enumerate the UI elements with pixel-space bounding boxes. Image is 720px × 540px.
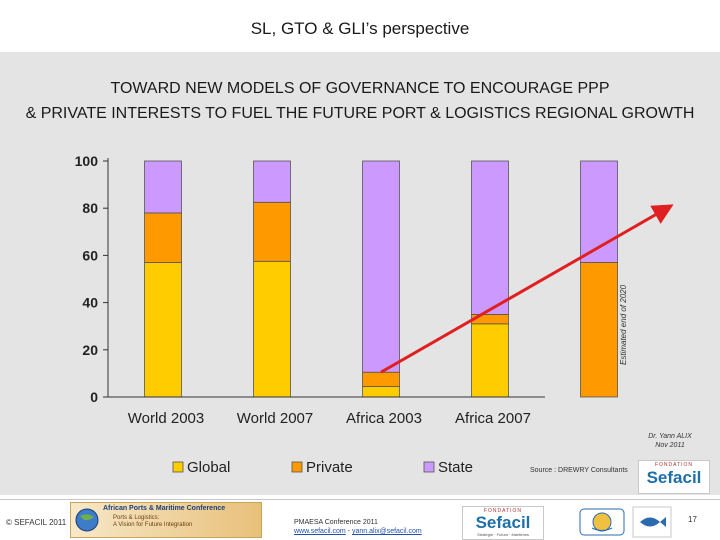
bar-segment-global [144, 262, 182, 398]
y-tick-label: 0 [90, 389, 98, 405]
legend-label-state: State [438, 459, 473, 476]
y-tick-label: 60 [82, 247, 98, 263]
footer-divider [0, 499, 720, 500]
website-link[interactable]: www.sefacil.com [294, 528, 346, 535]
bar-segment-state [471, 160, 509, 315]
estimate-label: Estimated end of 2020 [619, 284, 628, 365]
link-separator: - [345, 528, 352, 535]
author-credit: Dr. Yann ALIX Nov 2011 [640, 432, 700, 450]
copyright: © SEFACIL 2011 [6, 518, 67, 527]
sefacil-logo-footer: FONDATION Sefacil Stratégie · Futurs · M… [462, 506, 544, 540]
bar-segment-private [144, 212, 182, 263]
bar-segment-global [471, 323, 509, 398]
logo-top-text: FONDATION [654, 462, 694, 468]
bar-segment-private [362, 371, 400, 387]
bar-segment-private [253, 201, 291, 262]
globe-icon [75, 508, 99, 532]
slide-title: SL, GTO & GLI’s perspective [250, 19, 470, 38]
event-info: PMAESA Conference 2011 www.sefacil.com -… [294, 518, 422, 536]
legend-label-private: Private [306, 459, 353, 476]
bar-segment-state [144, 160, 182, 214]
footer-logo-top-text: FONDATION [483, 508, 523, 514]
y-tick-label: 40 [82, 295, 98, 311]
event-links: www.sefacil.com - yann.alix@sefacil.com [294, 527, 422, 536]
x-tick-label: World 2007 [237, 410, 313, 427]
y-tick-label: 80 [82, 200, 98, 216]
legend: Global Private State [172, 459, 473, 476]
headline: TOWARD NEW MODELS OF GOVERNANCE TO ENCOU… [0, 76, 720, 126]
conference-subtitle: Ports & Logistics: A Vision for Future I… [113, 515, 192, 529]
headline-line-1: TOWARD NEW MODELS OF GOVERNANCE TO ENCOU… [110, 80, 610, 97]
legend-label-global: Global [187, 459, 230, 476]
conference-sub-1: Ports & Logistics: [113, 515, 160, 521]
bar-segment-global [362, 385, 400, 398]
conference-title: African Ports & Maritime Conference [103, 505, 226, 512]
bar-segment-state [362, 160, 400, 373]
event-name: PMAESA Conference 2011 [294, 519, 378, 526]
bar-segment-private [580, 262, 618, 398]
footer-logo-tagline: Stratégie · Futurs · Maritimes [477, 532, 529, 537]
y-axis: 0 20 40 60 80 100 [75, 153, 109, 405]
credit-name: Dr. Yann ALIX [648, 433, 692, 440]
bars [144, 160, 618, 398]
fish-emblem-icon [632, 506, 672, 538]
legend-swatch-state [423, 461, 435, 473]
sefacil-logo-top: FONDATION Sefacil [638, 460, 710, 494]
footer-logo-name: Sefacil [475, 513, 531, 532]
email-link[interactable]: yann.alix@sefacil.com [351, 528, 422, 535]
headline-line-2: & PRIVATE INTERESTS TO FUEL THE FUTURE P… [25, 105, 695, 122]
port-authority-emblem-icon [579, 508, 625, 536]
page-number: 17 [688, 515, 697, 524]
logo-name: Sefacil [646, 468, 702, 487]
x-axis: World 2003 World 2007 Africa 2003 Africa 20… [108, 396, 545, 427]
credit-date: Nov 2011 [655, 442, 685, 449]
legend-swatch-global [172, 461, 184, 473]
y-tick-label: 20 [82, 342, 98, 358]
conference-sub-2: A Vision for Future Integration [113, 522, 193, 528]
y-tick-label: 100 [75, 153, 99, 169]
x-tick-label: Africa 2007 [455, 410, 531, 427]
x-tick-label: World 2003 [128, 410, 204, 427]
source-note: Source : DREWRY Consultants [530, 467, 628, 474]
bar-segment-state [253, 160, 291, 203]
legend-swatch-private [291, 461, 303, 473]
trend-arrow [380, 204, 674, 374]
conference-banner: African Ports & Maritime Conference Port… [70, 502, 262, 538]
bar-segment-global [253, 260, 291, 398]
x-tick-label: Africa 2003 [346, 410, 422, 427]
